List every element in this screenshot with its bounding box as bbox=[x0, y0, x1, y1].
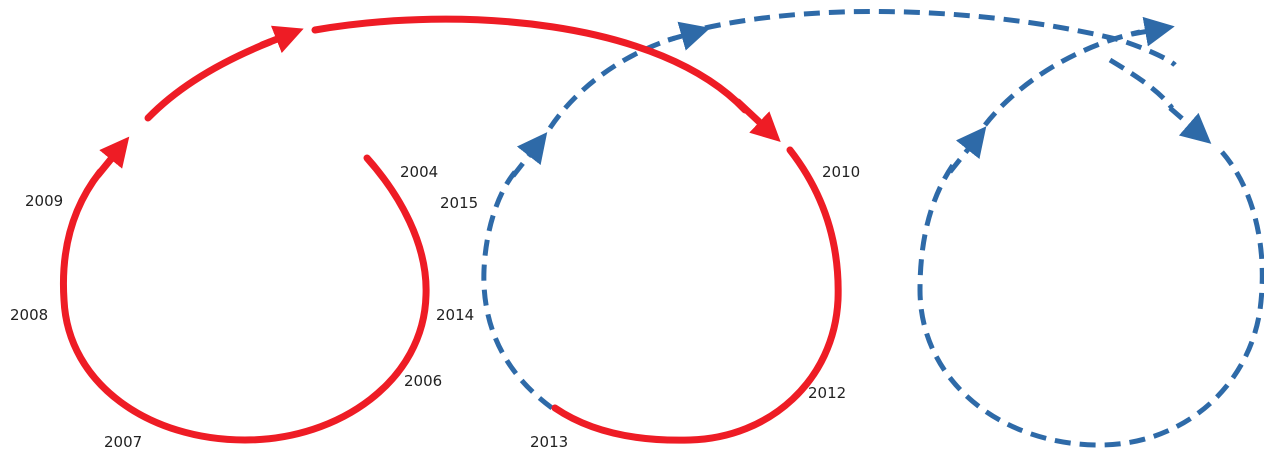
solid-rise bbox=[144, 38, 274, 122]
year-labels: 2004 2006 2007 2008 2009 2010 2012 2013 … bbox=[10, 163, 860, 450]
dashed-arrow-right-down bbox=[1168, 106, 1212, 144]
year-label-2009: 2009 bbox=[25, 192, 63, 210]
year-label-2010: 2010 bbox=[822, 163, 860, 181]
dashed-arc-top-long bbox=[704, 9, 1177, 67]
dashed-connector bbox=[1108, 57, 1174, 110]
solid-timeline-path bbox=[59, 15, 842, 444]
dashed-loop-left bbox=[481, 170, 554, 411]
year-label-2007: 2007 bbox=[104, 433, 142, 450]
dashed-arrow-top-1 bbox=[667, 21, 711, 51]
dashed-timeline-path bbox=[481, 9, 1264, 448]
year-label-2013: 2013 bbox=[530, 433, 568, 450]
year-label-2012: 2012 bbox=[808, 384, 846, 402]
year-label-2015: 2015 bbox=[440, 194, 478, 212]
dashed-arrow-2015 bbox=[511, 132, 548, 178]
solid-loop-left bbox=[59, 154, 430, 444]
dashed-loop-right bbox=[917, 150, 1264, 448]
dashed-arrow-top-2 bbox=[1131, 16, 1175, 47]
dashed-arc-top bbox=[547, 35, 676, 130]
solid-loop-right bbox=[551, 146, 842, 444]
year-label-2004: 2004 bbox=[400, 163, 438, 181]
solid-arrow-2009 bbox=[94, 136, 130, 179]
dashed-rise bbox=[983, 29, 1141, 127]
solid-arc-long bbox=[311, 15, 749, 114]
solid-arrow-top bbox=[258, 25, 304, 54]
year-label-2014: 2014 bbox=[436, 306, 474, 324]
year-label-2008: 2008 bbox=[10, 306, 48, 324]
solid-arrow-2010 bbox=[734, 98, 781, 143]
year-label-2006: 2006 bbox=[404, 372, 442, 390]
dashed-arrow-right-loop bbox=[948, 126, 987, 174]
